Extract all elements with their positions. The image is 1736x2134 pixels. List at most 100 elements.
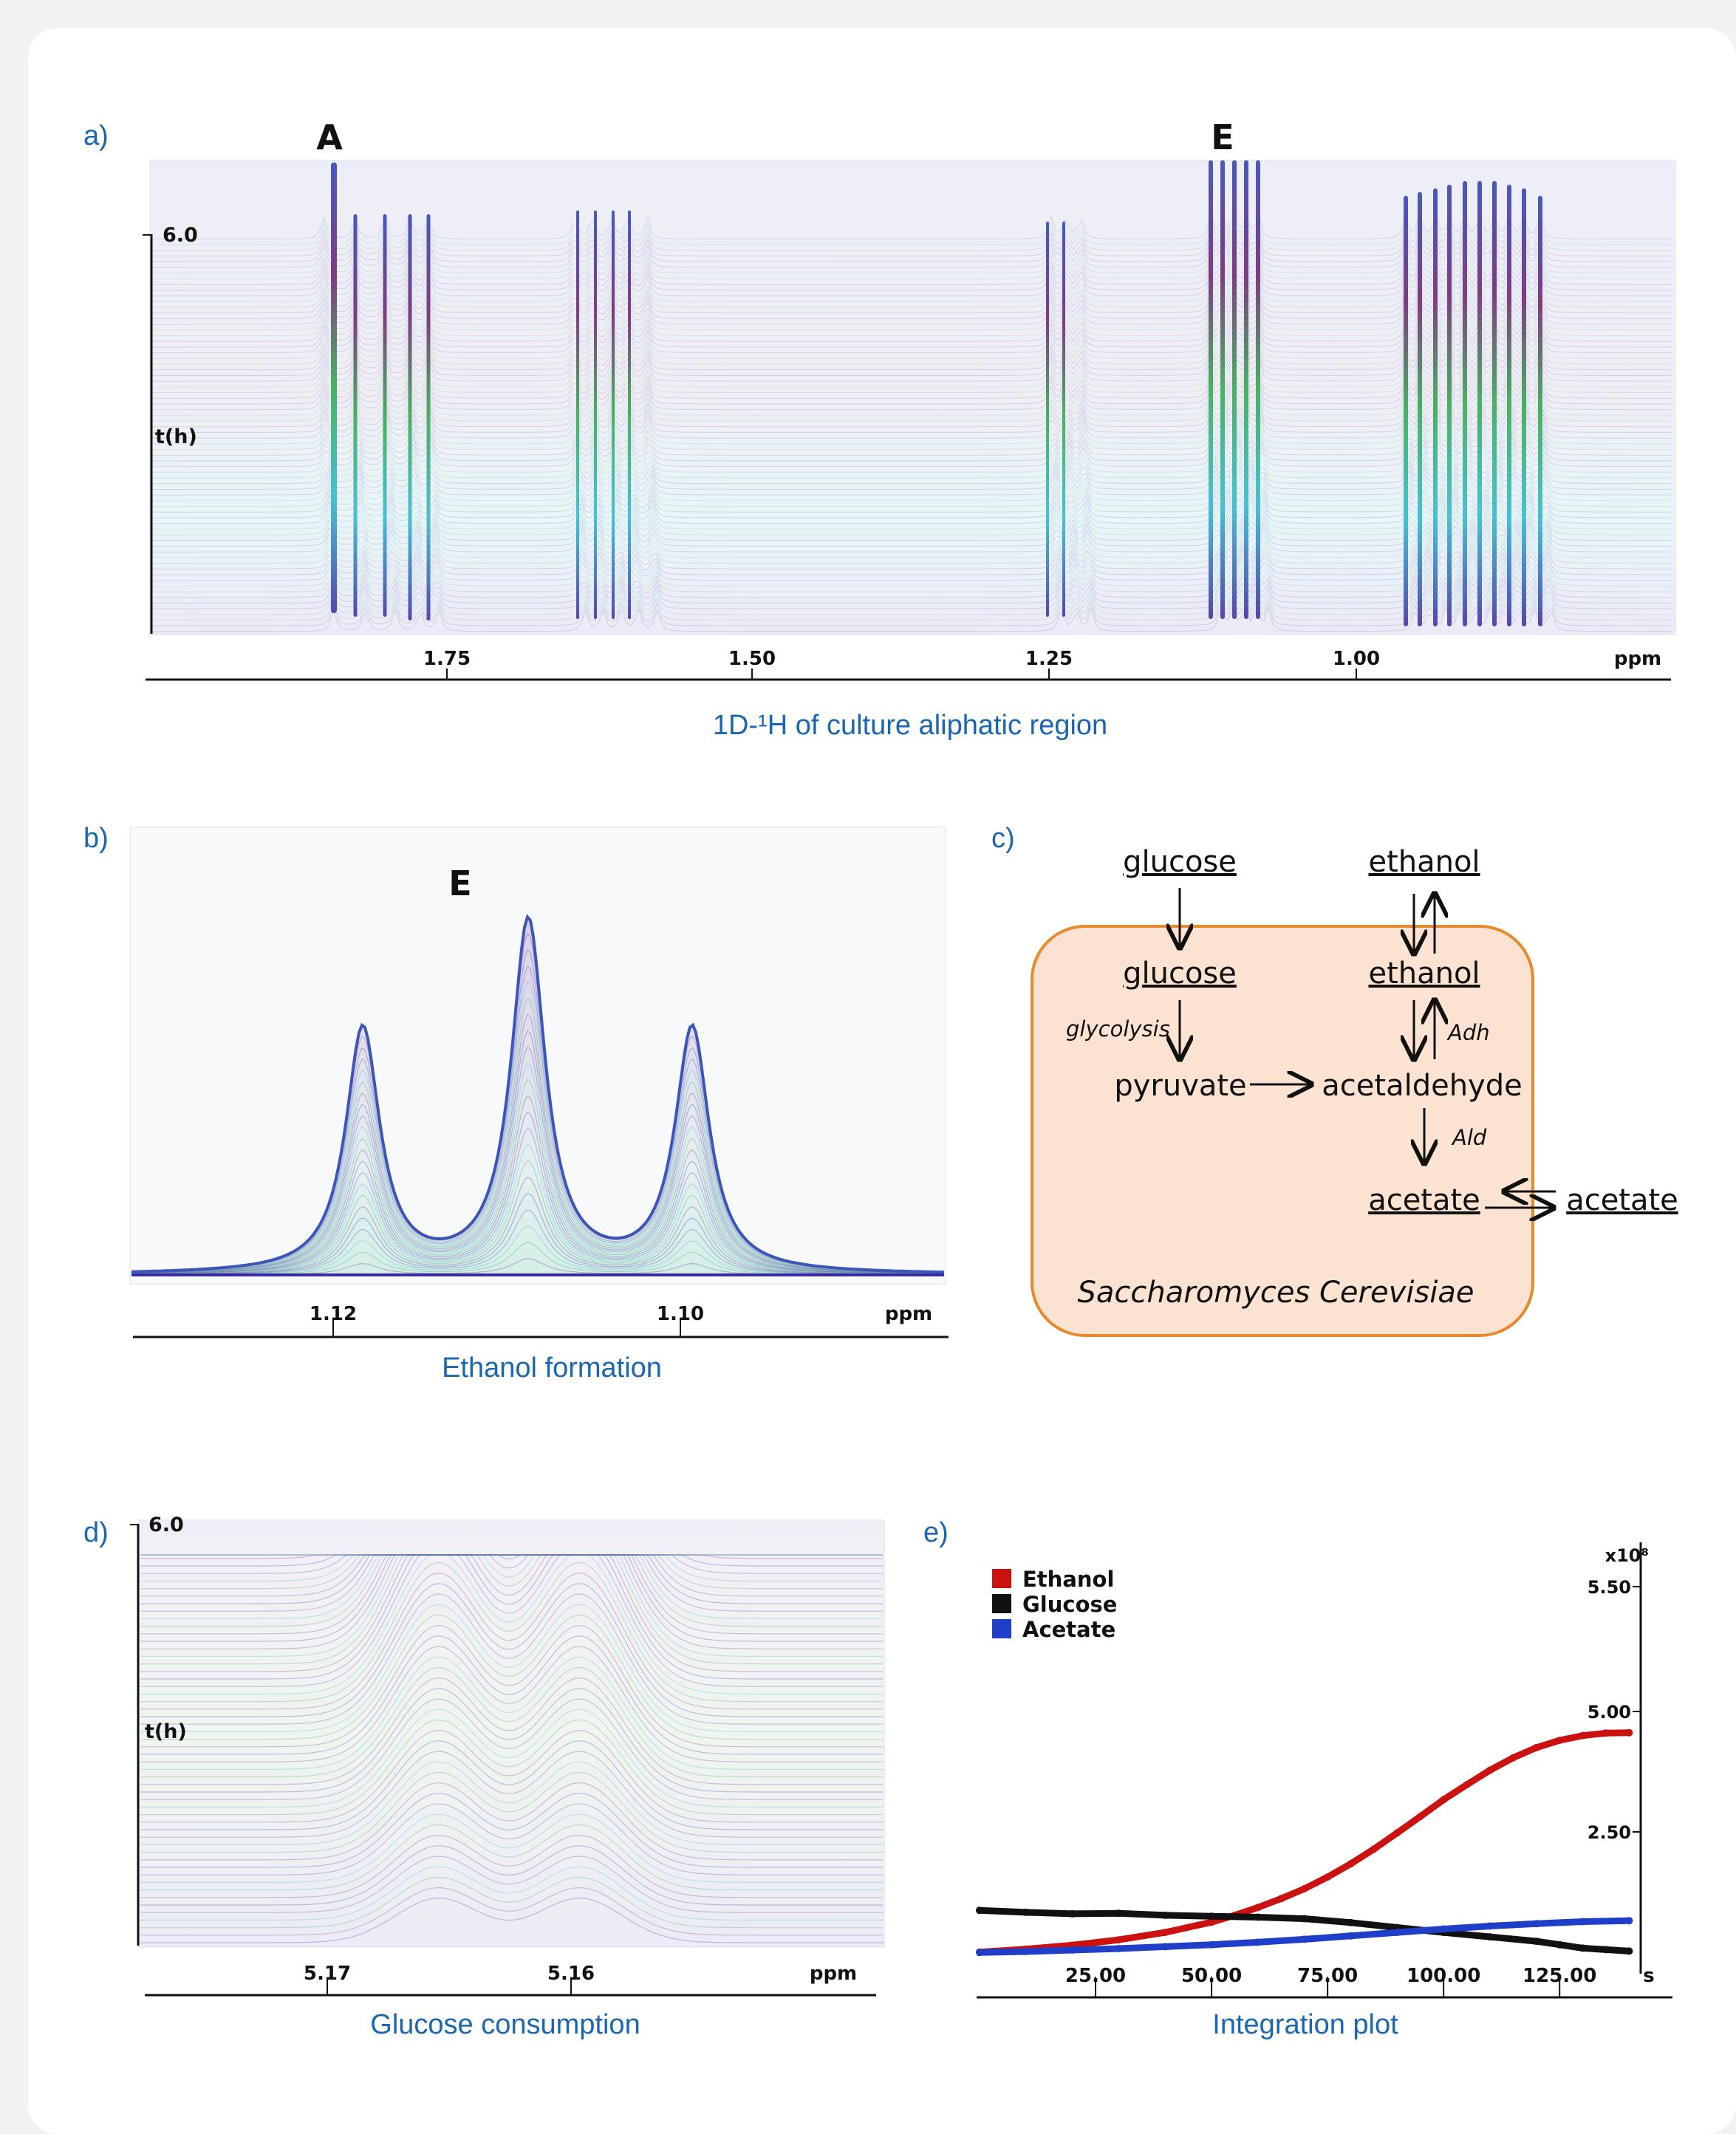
data-point-glucose [976,1906,983,1915]
spectrum-trace [131,1111,945,1274]
spectrum-trace [140,1688,883,1793]
organism-label: Saccharomyces Cerevisiae [1078,1276,1474,1310]
data-point-acetate [1579,1918,1587,1926]
data-point-ethanol [1440,1796,1448,1804]
data-point-glucose [1625,1947,1633,1955]
spectrum-trace [140,1554,883,1680]
data-point-acetate [1393,1929,1401,1937]
panel-a-peaks [331,160,1542,626]
inside-glucose-label: glucose [1123,957,1237,991]
panel-b-triplet [131,914,945,1276]
x-tick-label: 5.17 [304,1963,351,1985]
panel-b-letter: b) [83,823,109,854]
spectrum-trace [140,1554,883,1665]
integration-plot: 5.50 5.00 2.50 x10⁸ 25.00 50.00 75.00 100.00 125… [976,1542,1672,1999]
spectrum-peak [1256,160,1260,619]
spectrum-trace [140,1698,883,1800]
spectrum-trace [140,1554,883,1619]
acetaldehyde-label: acetaldehyde [1322,1069,1522,1103]
data-point-glucose [1602,1946,1610,1954]
spectrum-peak [1492,181,1497,626]
spectrum-peak [628,211,631,619]
spectrum-trace [140,1793,883,1868]
spectrum-trace [140,1646,883,1762]
spectrum-peak [1538,196,1542,626]
spectrum-trace [131,1177,945,1275]
data-point-acetate [1625,1917,1633,1925]
spectrum-trace [140,1709,883,1808]
spectrum-trace [140,1624,883,1748]
data-point-ethanol [1324,1873,1332,1881]
data-point-ethanol [1161,1929,1169,1937]
panel-b: b) E 1.12 1.10 ppm Ethanol formation [83,823,949,1384]
data-point-glucose [1579,1944,1587,1952]
spectrum-trace [140,1677,883,1785]
adh-label: Adh [1446,1020,1490,1045]
y-tick-label: 5.00 [1588,1702,1631,1723]
spectrum-trace [140,1761,883,1845]
data-point-acetate [1022,1948,1030,1955]
x-tick-label: 75.00 [1297,1965,1358,1987]
panel-d-ytop-label: 6.0 [148,1514,184,1536]
y-tick-label: 5.50 [1588,1577,1631,1598]
spectrum-trace [140,1666,883,1778]
spectrum-trace [140,1824,883,1891]
data-point-glucose [1022,1908,1030,1916]
data-point-acetate [1300,1935,1308,1943]
data-point-acetate [1440,1925,1448,1933]
panel-d-stacked-traces [140,1554,883,1943]
data-point-ethanol [1579,1731,1587,1740]
peak-label-E: E [448,863,471,903]
data-point-glucose [1254,1913,1262,1921]
x-tick-label: 1.75 [423,648,471,670]
spectrum-trace [140,1554,883,1627]
spectrum-peak [594,211,597,619]
data-point-acetate [1532,1920,1540,1928]
x-tick-label: 25.00 [1065,1965,1126,1987]
spectrum-trace [140,1554,883,1687]
y-scale-label: x10⁸ [1605,1545,1649,1566]
data-point-ethanol [1277,1895,1285,1903]
spectrum-trace [140,1834,883,1898]
legend-swatch-glucose [992,1594,1011,1613]
data-point-ethanol [1208,1918,1216,1926]
data-point-ethanol [1602,1729,1610,1737]
spectrum-trace [140,1554,883,1635]
x-tick-label: 1.12 [310,1303,357,1325]
spectrum-trace [140,1593,883,1725]
spectrum-trace [140,1604,883,1732]
spectrum-trace [131,1078,944,1274]
spectrum-trace [140,1554,883,1581]
spectrum-trace [140,1782,883,1861]
panel-e-caption: Integration plot [1212,2009,1398,2040]
spectrum-trace [131,1030,944,1273]
x-tick-label: 100.00 [1407,1965,1480,1987]
panel-d-letter: d) [83,1517,109,1548]
data-point-glucose [1556,1940,1564,1949]
legend-label-acetate: Acetate [1022,1617,1115,1642]
spectrum-trace [140,1554,883,1694]
spectrum-trace [140,1554,883,1559]
x-unit-label: ppm [810,1963,857,1985]
panel-a: a) A E 6.0 t(h) 1.75 1.50 1.25 1.00 ppm … [83,117,1676,741]
spectrum-trace [140,1898,883,1943]
spectrum-trace [140,1554,883,1642]
legend-swatch-acetate [992,1619,1011,1638]
panel-b-caption: Ethanol formation [442,1352,662,1384]
spectrum-trace [140,1583,883,1717]
data-point-ethanol [1370,1845,1378,1853]
spectrum-peak [612,211,615,619]
spectrum-trace [131,1062,945,1274]
spectrum-trace [140,1554,883,1574]
legend-label-glucose: Glucose [1022,1592,1117,1617]
spectrum-trace [140,1554,883,1612]
panel-a-caption: 1D-¹H of culture aliphatic region [713,710,1107,741]
x-tick-label: 1.25 [1025,648,1073,670]
panel-e: e) 5.50 5.00 2.50 x10⁸ 25.00 50.00 75.00 100.00… [923,1517,1672,2040]
spectrum-trace [140,1771,883,1853]
spectrum-trace [131,1144,944,1275]
x-tick-label: 1.10 [657,1303,704,1325]
x-unit-label: s [1643,1965,1654,1987]
spectrum-peak [408,214,412,620]
